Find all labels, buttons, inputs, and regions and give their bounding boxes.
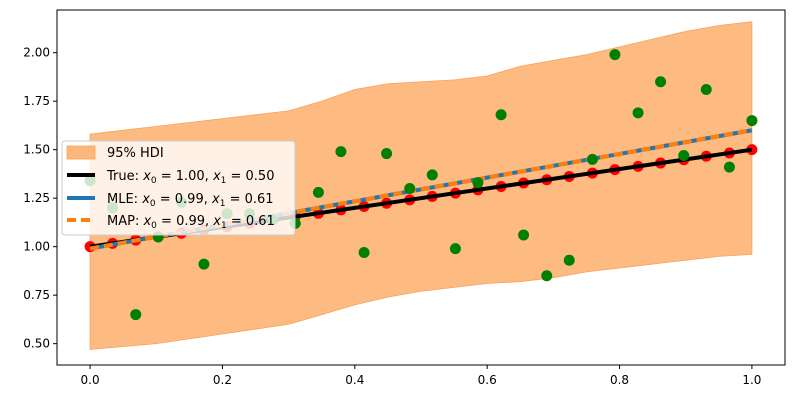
observed-point (563, 254, 575, 266)
legend: 95% HDI True: x0 = 1.00, x1 = 0.50 MLE: … (61, 140, 296, 236)
y-tick-label: 1.00 (23, 240, 50, 254)
legend-frame (61, 140, 296, 236)
observed-point (404, 182, 416, 194)
legend-label-true: True: x0 = 1.00, x1 = 0.50 (106, 169, 274, 186)
axes: 0.0 0.2 0.4 0.6 0.8 1.0 0.50 0.75 1.00 1.25 1.50 1.… (23, 9, 786, 387)
observed-point (609, 49, 621, 61)
y-tick-label: 1.75 (23, 94, 50, 108)
y-tick-label: 0.75 (23, 288, 50, 302)
observed-point (655, 76, 667, 88)
observed-point (449, 243, 461, 255)
hdi-band (89, 21, 753, 350)
observed-point (586, 153, 598, 165)
observed-point (541, 270, 553, 282)
observed-point (678, 149, 690, 161)
y-tick-label: 2.00 (23, 46, 50, 60)
legend-label-mle: MLE: x0 = 0.99, x1 = 0.61 (107, 192, 274, 209)
observed-point (723, 161, 735, 173)
x-tick-label: 0.6 (478, 373, 497, 387)
x-tick-label: 1.0 (742, 373, 761, 387)
observed-point (335, 146, 347, 158)
y-tick-label: 1.25 (23, 191, 50, 205)
observed-point (700, 84, 712, 96)
observed-point (312, 186, 324, 198)
observed-point (130, 309, 142, 321)
x-tick-label: 0.4 (345, 373, 364, 387)
observed-point (632, 107, 644, 119)
x-tick-label: 0.0 (81, 373, 100, 387)
legend-label-hdi: 95% HDI (107, 146, 164, 161)
observed-point (358, 246, 370, 258)
observed-point (381, 148, 393, 160)
observed-point (746, 115, 758, 127)
legend-swatch-hdi (66, 145, 96, 160)
y-tick-label: 1.50 (23, 143, 50, 157)
observed-point (426, 169, 438, 181)
legend-label-map: MAP: x0 = 0.99, x1 = 0.61 (107, 214, 275, 231)
axes-frame (56, 9, 786, 366)
y-tick-label: 0.50 (23, 337, 50, 351)
observed-point (518, 229, 530, 241)
observed-point (198, 258, 210, 270)
observed-point (495, 109, 507, 121)
x-tick-label: 0.8 (610, 373, 629, 387)
observed-point (472, 177, 484, 189)
x-tick-label: 0.2 (213, 373, 232, 387)
